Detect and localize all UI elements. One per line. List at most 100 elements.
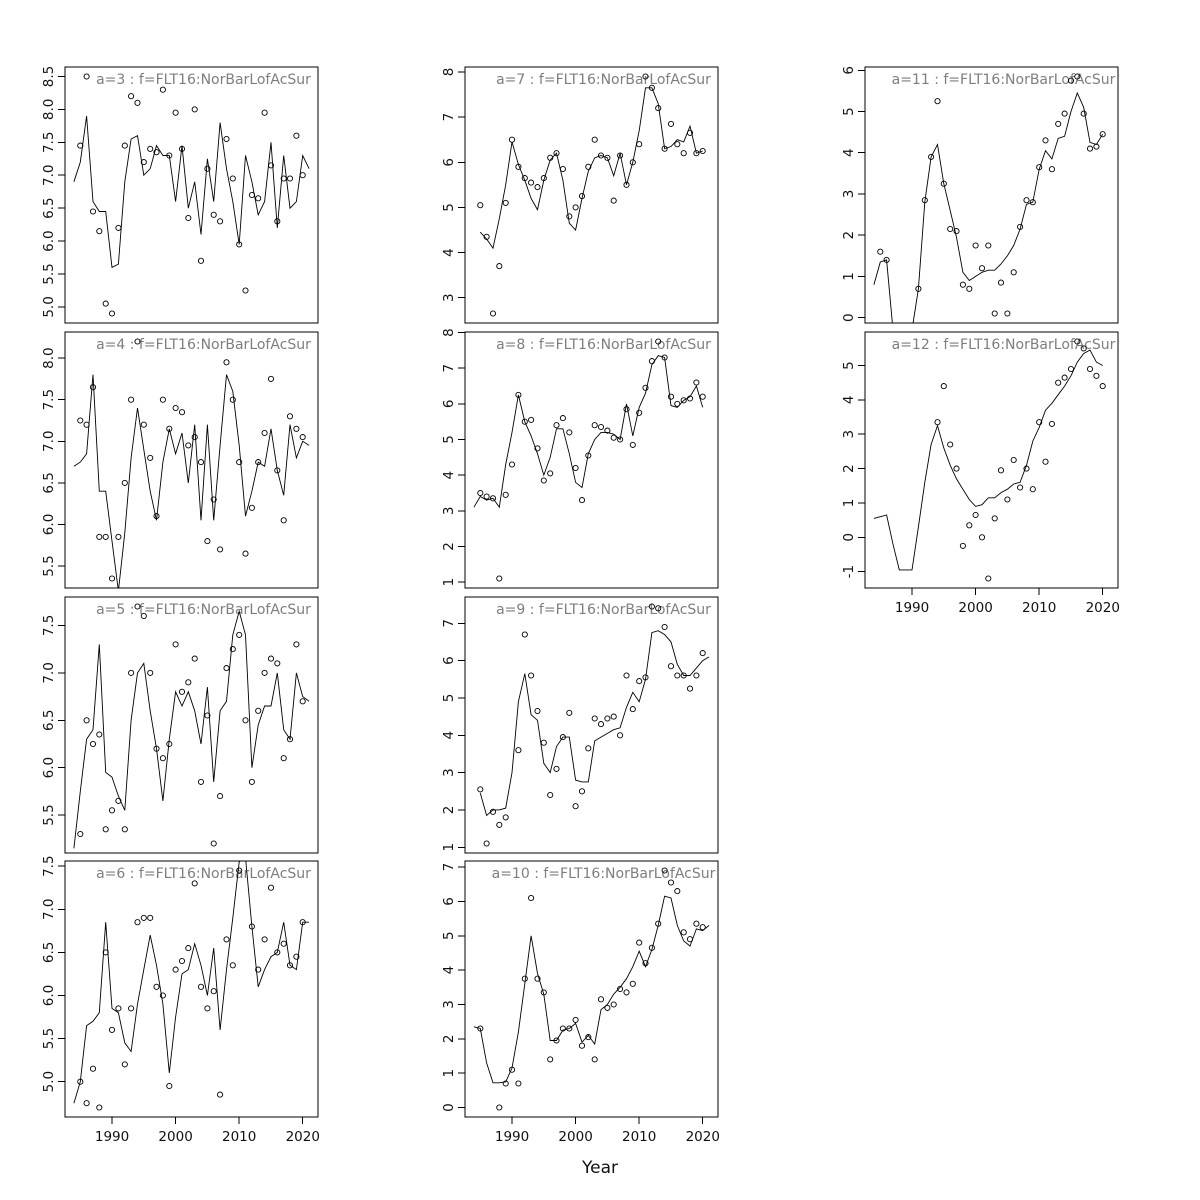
data-point: [528, 672, 535, 679]
data-point: [528, 416, 535, 423]
y-axis: 5.5 6.0 6.5 7.0 7.5 8.0: [41, 347, 65, 577]
data-point: [299, 434, 306, 441]
y-tick-label: 6: [441, 897, 457, 906]
data-point: [617, 985, 624, 993]
x-tick-label: 2000: [158, 1129, 192, 1145]
data-point: [1010, 269, 1017, 276]
data-point: [610, 1001, 617, 1008]
data-point: [604, 154, 611, 161]
data-point: [617, 436, 624, 443]
data-point: [108, 310, 116, 317]
data-point: [680, 672, 687, 679]
data-point: [89, 208, 97, 215]
data-point: [153, 513, 160, 520]
y-axis: 5.5 6.0 6.5 7.0 7.5: [41, 615, 65, 826]
y-axis: 5.0 5.5 6.0 6.5 7.0 7.5 8.0 8.5: [41, 66, 65, 318]
data-point: [1061, 110, 1068, 117]
data-point: [648, 603, 655, 610]
panel-title: a=9 : f=FLT16:NorBarLofAcSur: [496, 602, 711, 618]
panel-title: a=7 : f=FLT16:NorBarLofAcSur: [496, 72, 711, 88]
data-point: [508, 136, 516, 143]
y-tick-label: 6: [441, 158, 457, 167]
data-point: [255, 707, 262, 714]
x-tick-label: 2020: [1086, 600, 1120, 616]
data-point: [489, 495, 497, 502]
data-point: [547, 1056, 554, 1063]
data-point: [96, 228, 103, 235]
data-point: [102, 826, 109, 833]
data-point: [286, 736, 294, 743]
data-point: [699, 147, 706, 155]
y-tick-label: 2: [841, 231, 857, 240]
data-point: [915, 285, 922, 292]
x-tick-label: 2010: [222, 1129, 256, 1145]
data-point: [655, 605, 662, 612]
data-point: [210, 840, 217, 847]
data-point: [629, 706, 636, 713]
data-point: [483, 840, 490, 847]
data-point: [489, 310, 497, 317]
y-tick-label: 7.5: [41, 855, 57, 876]
data-point: [674, 672, 681, 679]
data-point: [642, 73, 649, 80]
y-tick-label: 2: [441, 806, 457, 815]
y-tick-label: 5: [841, 107, 857, 116]
data-point: [534, 445, 541, 452]
data-point: [185, 679, 192, 686]
data-points: [877, 73, 1106, 317]
data-point: [248, 504, 255, 511]
y-tick-label: 3: [441, 293, 457, 302]
data-point: [134, 603, 141, 610]
data-point: [1093, 372, 1100, 379]
data-point: [693, 672, 700, 679]
y-axis: 1 2 3 4 5 6 7 8: [441, 328, 465, 586]
data-point: [140, 914, 147, 921]
panel-a12: a=12 : f=FLT16:NorBarLofAcSur -1 0 1 2 3 4 5 199…: [841, 331, 1120, 616]
data-point: [502, 1080, 509, 1087]
data-point: [534, 975, 541, 982]
data-point: [585, 163, 592, 170]
panel-title: a=12 : f=FLT16:NorBarLofAcSur: [892, 337, 1116, 353]
data-point: [540, 989, 547, 996]
data-point: [515, 391, 522, 398]
data-point: [699, 393, 706, 400]
data-point: [572, 1016, 579, 1023]
data-point: [274, 949, 281, 956]
data-point: [877, 248, 884, 255]
data-point: [293, 132, 300, 139]
data-point: [197, 983, 205, 990]
data-point: [236, 867, 243, 874]
data-point: [566, 213, 573, 220]
data-point: [1093, 143, 1100, 150]
panel-a3: a=3 : f=FLT16:NorBarLofAcSur 5.0 5.5 6.0 6.5…: [41, 66, 319, 324]
y-tick-label: 5.0: [41, 1071, 57, 1092]
panel-a6: a=6 : f=FLT16:NorBarLofAcSur 5.0 5.5 6.0 6.5…: [41, 855, 320, 1145]
data-point: [572, 803, 579, 810]
data-point: [985, 242, 992, 249]
data-point: [293, 425, 300, 432]
data-point: [121, 1061, 128, 1068]
data-point: [210, 988, 217, 995]
data-point: [1042, 137, 1049, 144]
data-point: [77, 1078, 84, 1085]
data-point: [102, 949, 109, 956]
data-point: [572, 464, 579, 472]
data-point: [667, 120, 675, 127]
data-point: [159, 755, 166, 762]
data-point: [623, 989, 630, 996]
data-point: [1055, 379, 1062, 386]
data-point: [515, 747, 522, 754]
data-point: [496, 263, 503, 270]
data-point: [1099, 131, 1106, 138]
panel-a10: a=10 : f=FLT16:NorBarLofAcSur 0 1 2 3 4 5 6 7 199…: [441, 860, 720, 1145]
data-point: [286, 962, 294, 969]
data-point: [108, 807, 116, 814]
y-tick-label: 4: [441, 248, 457, 257]
data-point: [636, 678, 643, 685]
data-point: [185, 945, 192, 952]
data-point: [255, 966, 262, 973]
panel-a9: a=9 : f=FLT16:NorBarLofAcSur 1 2 3 4 5 6 7: [441, 596, 719, 854]
data-point: [534, 707, 541, 715]
data-point: [172, 404, 179, 412]
data-point: [521, 418, 528, 425]
